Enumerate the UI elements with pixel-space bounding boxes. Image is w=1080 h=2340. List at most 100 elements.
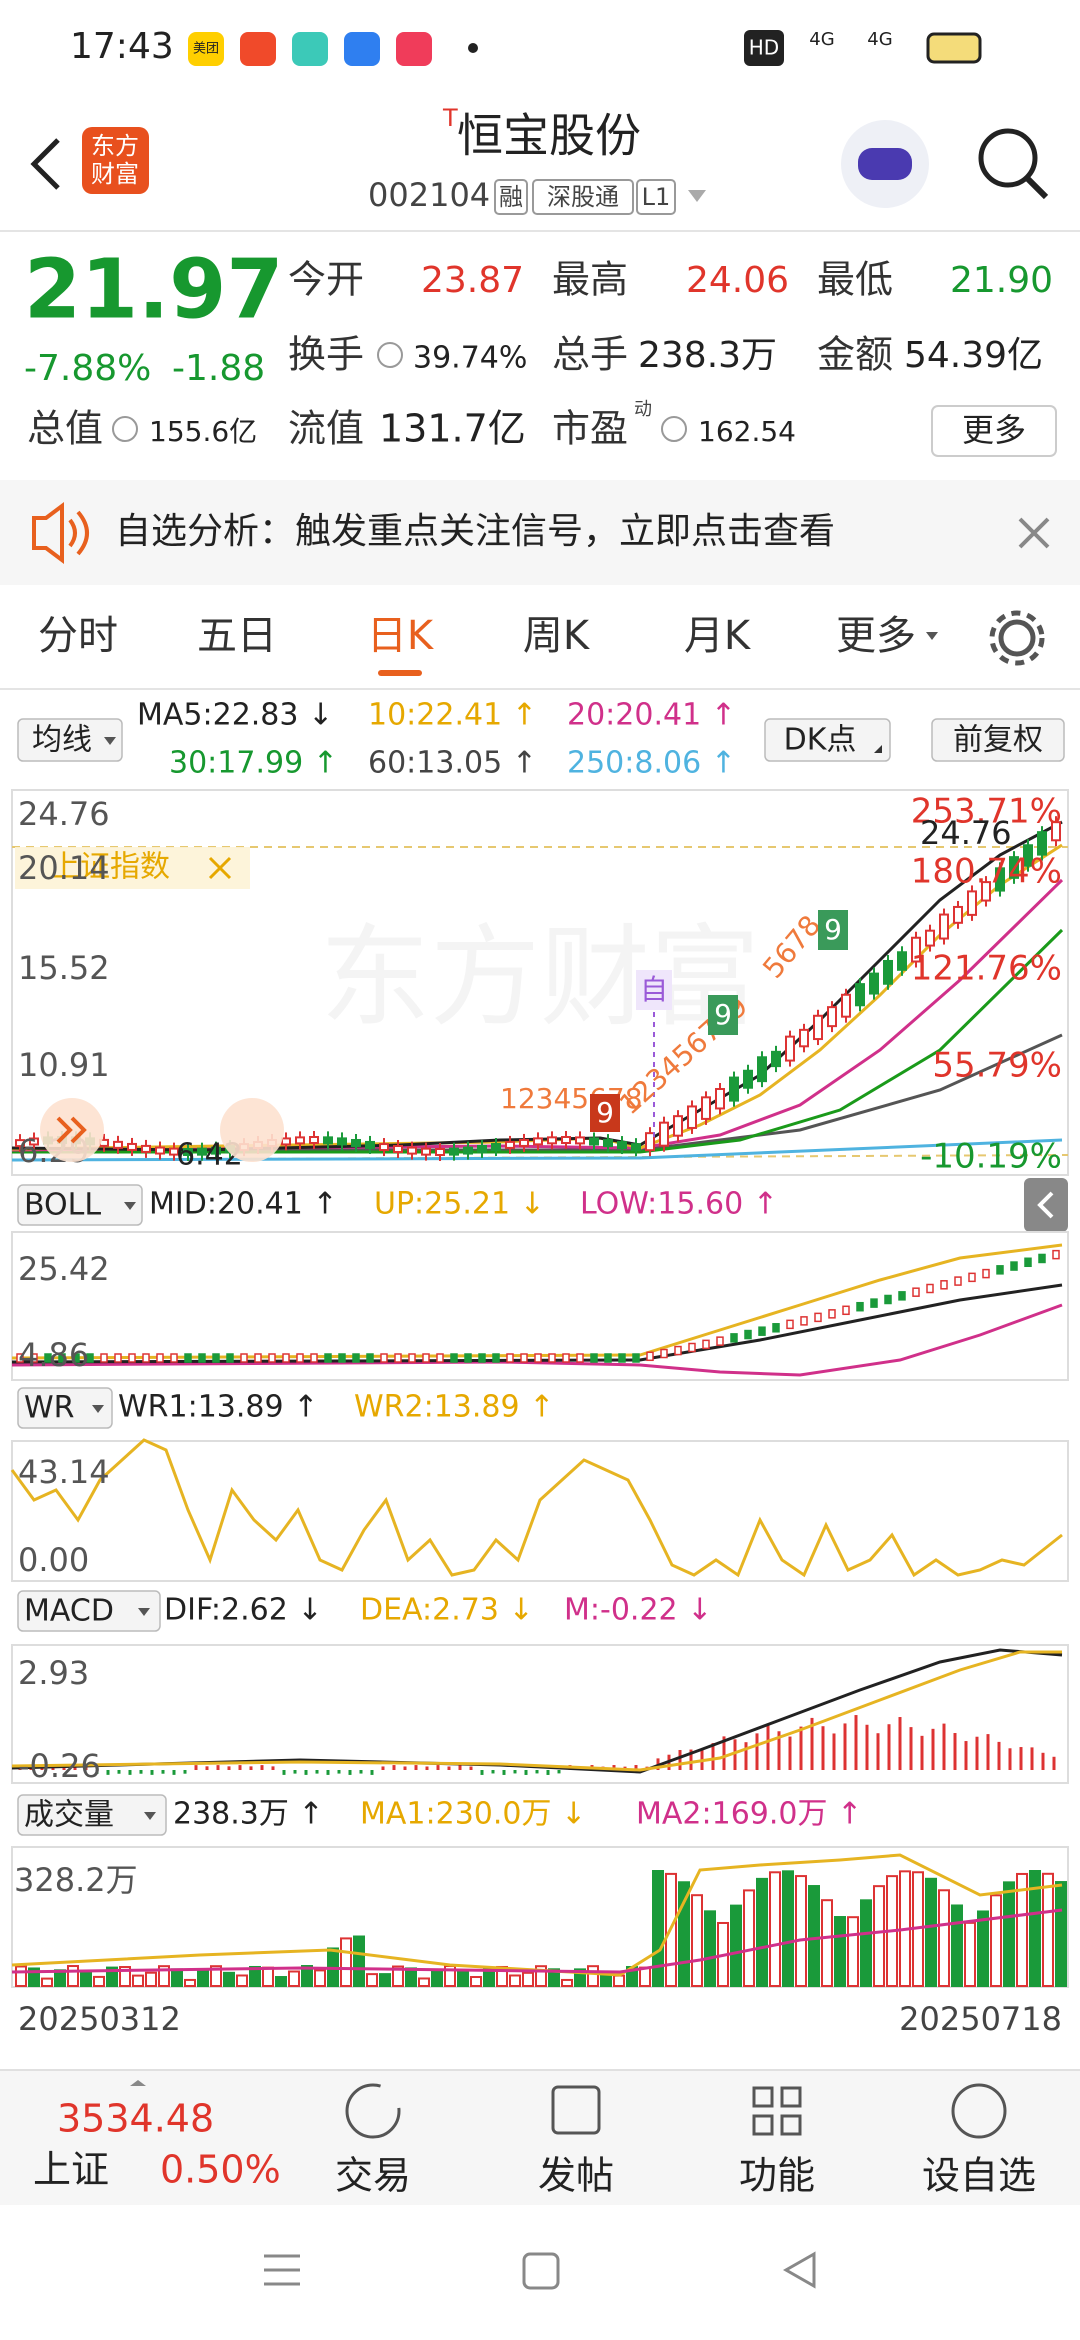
candle <box>72 1353 80 1363</box>
indicator-selector[interactable] <box>17 1387 113 1429</box>
candle <box>743 1069 753 1089</box>
tab[interactable]: 更多 <box>836 613 916 659</box>
indicator-selector[interactable] <box>17 1184 143 1226</box>
stat-value: 131.7亿 <box>379 407 526 451</box>
volume-bar <box>743 1889 755 1988</box>
candle <box>449 1147 459 1156</box>
indicator-value: WR1:13.89 ↑ <box>118 1390 318 1425</box>
volume-bar <box>769 1871 781 1987</box>
more-button[interactable] <box>931 405 1057 457</box>
volume-bar <box>1055 1881 1067 1988</box>
volume-bar <box>288 1970 300 1988</box>
candle <box>561 1136 571 1145</box>
candle <box>533 1137 543 1146</box>
dropdown <box>926 632 938 640</box>
volume-bar <box>795 1875 807 1987</box>
td-count: 5678 <box>756 909 827 985</box>
float-button[interactable] <box>220 1098 284 1162</box>
candle <box>324 1353 332 1363</box>
candle <box>393 1145 403 1154</box>
index-value[interactable]: 3534.48 <box>57 2097 214 2141</box>
signal-box[interactable] <box>636 970 672 1010</box>
candle <box>365 1140 375 1149</box>
candle <box>645 1132 655 1152</box>
candle <box>295 1136 305 1145</box>
indicator-selector[interactable] <box>17 1590 161 1632</box>
settings-icon[interactable] <box>998 619 1036 657</box>
adjust-button[interactable] <box>931 718 1065 762</box>
candle <box>632 1353 640 1363</box>
info-icon[interactable] <box>377 342 403 368</box>
candle <box>1052 1249 1060 1260</box>
volume-bar <box>652 1870 664 1988</box>
percent-label: 253.71% <box>911 792 1062 832</box>
function-icon <box>752 2086 802 2136</box>
close-overlay[interactable] <box>208 856 232 880</box>
candle <box>1010 1261 1018 1271</box>
back-key[interactable] <box>782 2251 816 2289</box>
main-chart-panel <box>11 789 1069 1176</box>
info-icon[interactable] <box>661 416 687 442</box>
indicator-selector[interactable] <box>17 1794 167 1836</box>
volume-bar <box>691 1894 703 1987</box>
dropdown[interactable] <box>688 190 706 202</box>
candle <box>618 1353 626 1363</box>
dk-button[interactable] <box>764 718 891 762</box>
macd-panel <box>11 1644 1069 1784</box>
volume-bar <box>613 1974 625 1988</box>
tab[interactable]: 月K <box>684 613 752 659</box>
nav-item[interactable]: 发帖 <box>538 2154 614 2198</box>
candle <box>898 1291 906 1301</box>
app-icon-label: 美团 <box>193 42 219 57</box>
index-overlay-box[interactable] <box>15 847 250 889</box>
candle <box>604 1353 612 1363</box>
tab[interactable]: 五日 <box>197 613 277 659</box>
close-notice[interactable] <box>1018 517 1050 549</box>
candle <box>142 1353 150 1363</box>
boll-candles <box>16 1249 1060 1363</box>
candle <box>100 1353 108 1363</box>
collapse-tab[interactable] <box>1024 1178 1068 1232</box>
wr-line <box>10 1438 1063 1578</box>
back-button[interactable] <box>30 138 60 190</box>
candle <box>940 1280 948 1290</box>
indicator-name: BOLL <box>24 1188 101 1223</box>
ma-selector[interactable] <box>17 718 123 762</box>
nav-item[interactable]: 交易 <box>335 2154 411 2198</box>
candle <box>141 1144 151 1153</box>
notice-bar[interactable] <box>0 480 1080 585</box>
dropdown <box>138 1608 150 1616</box>
expand-arrow[interactable] <box>130 2080 146 2086</box>
volume-bar <box>119 1966 131 1987</box>
y-label: 20.14 <box>18 849 110 887</box>
candle <box>912 1287 920 1297</box>
candle <box>323 1136 333 1145</box>
search-button[interactable] <box>978 128 1038 188</box>
tag-box <box>636 179 676 215</box>
tab[interactable]: 周K <box>523 613 591 659</box>
nav-item[interactable]: 设自选 <box>922 2154 1036 2198</box>
candle <box>379 1143 389 1152</box>
volume-bar <box>730 1904 742 1987</box>
volume-bar <box>678 1881 690 1988</box>
tab[interactable]: 日K <box>367 613 435 659</box>
ma250-line <box>11 1138 1063 1162</box>
ma-item: 30:17.99 ↑ <box>169 746 338 781</box>
stat-label: 总手 <box>552 333 628 377</box>
y-label: 10.91 <box>18 1046 110 1084</box>
volume-bar <box>353 1935 365 1988</box>
candle <box>436 1353 444 1363</box>
info-icon[interactable] <box>112 416 138 442</box>
dropdown <box>92 1405 104 1413</box>
candle <box>170 1353 178 1363</box>
home-key[interactable] <box>522 2252 560 2290</box>
nav-item[interactable]: 功能 <box>739 2154 815 2198</box>
candle <box>197 1147 207 1156</box>
tab[interactable]: 分时 <box>38 613 118 659</box>
candle <box>589 1137 599 1146</box>
menu-key[interactable] <box>264 2254 300 2286</box>
candle <box>688 1342 696 1353</box>
candle <box>16 1353 24 1363</box>
logo <box>82 127 149 194</box>
td-badge <box>590 1094 620 1132</box>
